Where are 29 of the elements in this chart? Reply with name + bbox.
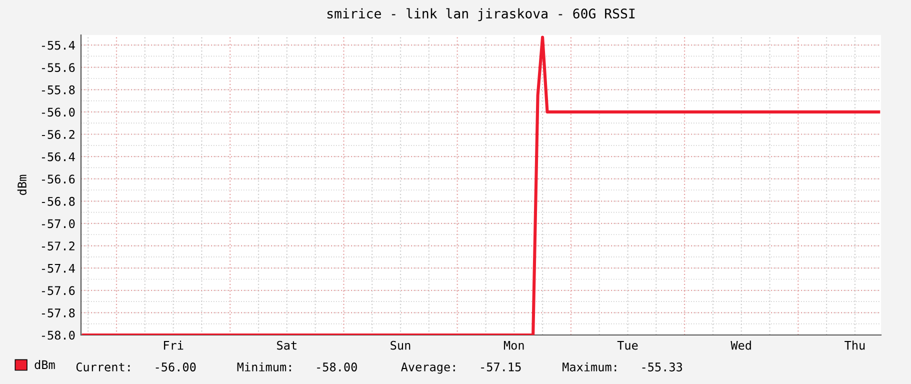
y-tick-label: -58.0 xyxy=(42,330,75,340)
text: Average: -57.15 xyxy=(401,362,521,374)
x-tick-label: Fri xyxy=(164,340,184,350)
x-tick-label: Tue xyxy=(617,340,638,350)
x-tick-label: Sat xyxy=(277,340,296,350)
text: Maximum: -55.33 xyxy=(562,362,682,372)
y-tick-label: -56.4 xyxy=(42,152,75,162)
x-tick-label: Thu xyxy=(844,340,865,350)
chart-title: smirice - link lan jiraskova - 60G RSSI xyxy=(327,8,635,22)
y-tick-label: -56.8 xyxy=(42,196,75,206)
y-tick-label: -55.6 xyxy=(42,63,75,72)
text: Minimum: -58.00 xyxy=(237,362,357,372)
y-tick-label: -55.4 xyxy=(42,40,75,50)
y-tick-label: -57.4 xyxy=(42,264,75,273)
y-tick-label: -57.6 xyxy=(42,286,75,296)
y-tick-label: -55.8 xyxy=(42,85,75,94)
y-tick-label: -57.2 xyxy=(42,242,74,250)
y-tick-label: -57.8 xyxy=(42,308,75,318)
y-tick-label: -56.6 xyxy=(42,174,75,184)
x-tick-label: Sun xyxy=(390,340,410,350)
y-tick-label: -57.0 xyxy=(42,219,75,228)
y-axis-title: dBm xyxy=(17,174,27,195)
y-tick-label: -56.2 xyxy=(42,130,74,139)
x-tick-label: Wed xyxy=(730,340,751,350)
legend-label: dBm xyxy=(34,360,55,370)
text: Current: -56.00 xyxy=(76,362,196,372)
y-tick-label: -56.0 xyxy=(42,108,75,117)
x-tick-label: Mon xyxy=(504,340,524,350)
line-series xyxy=(82,36,880,335)
